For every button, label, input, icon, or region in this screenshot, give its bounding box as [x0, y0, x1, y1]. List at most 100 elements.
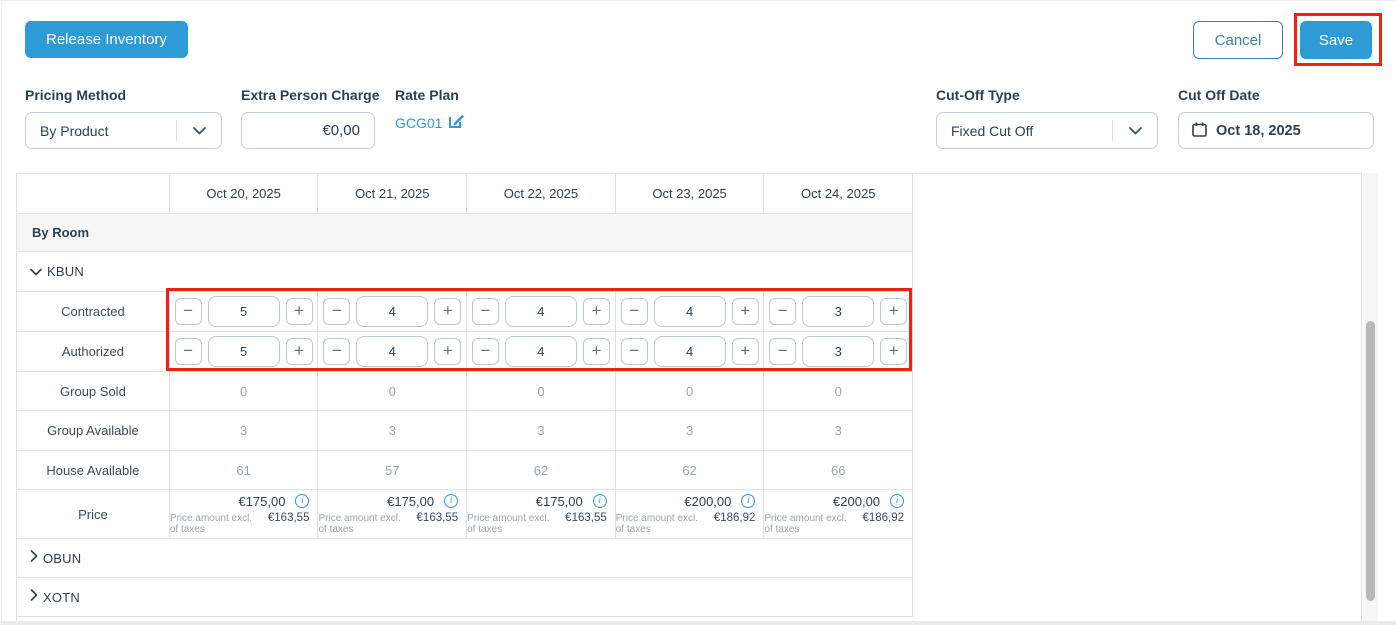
cutoff-date-field: Cut Off Date Oct 18, 2025: [1178, 87, 1374, 149]
quantity-stepper: −+: [323, 336, 462, 367]
authorized-row: Authorized−+−+−+−+−+: [17, 332, 912, 372]
vertical-scrollbar-thumb[interactable]: [1366, 321, 1375, 601]
price-amount: €200,00: [833, 493, 881, 509]
price-line: €175,00 i: [238, 494, 310, 509]
quantity-input[interactable]: [356, 296, 429, 327]
cutoff-date-picker[interactable]: Oct 18, 2025: [1178, 112, 1374, 149]
minus-button[interactable]: −: [769, 338, 797, 365]
plus-button[interactable]: +: [731, 298, 759, 325]
rate-plan-link[interactable]: GCG01: [395, 113, 465, 132]
row-label: Contracted: [61, 304, 125, 319]
room-row-kbun[interactable]: KBUN: [17, 252, 912, 292]
price-excl-label: Price amount excl. of taxes: [318, 512, 401, 535]
quantity-input[interactable]: [653, 296, 726, 327]
info-icon[interactable]: i: [890, 494, 905, 508]
row-label: Group Available: [47, 423, 139, 438]
quantity-stepper: −+: [471, 296, 610, 327]
vertical-scrollbar-track[interactable]: [1363, 173, 1378, 625]
price-excl-value: €186,92: [713, 511, 756, 524]
select-divider: [1112, 120, 1113, 141]
price-cell: €200,00 i Price amount excl. of taxes €186,…: [614, 490, 764, 538]
extra-person-charge-input[interactable]: €0,00: [241, 112, 375, 149]
section-row-by-room: By Room: [17, 214, 912, 252]
stepper-cell: −+: [168, 292, 318, 331]
chevron-right-icon: [30, 588, 38, 606]
info-icon[interactable]: i: [444, 494, 459, 508]
row-label: House Available: [46, 462, 140, 478]
minus-button[interactable]: −: [769, 298, 797, 325]
page-edge-divider: [1, 1, 2, 625]
minus-button[interactable]: −: [323, 338, 351, 365]
quantity-input[interactable]: [356, 336, 429, 367]
cutoff-type-value: Fixed Cut Off: [951, 122, 1034, 139]
plus-button[interactable]: +: [731, 338, 759, 365]
value-cell: 0: [763, 372, 912, 410]
price-excl-line: Price amount excl. of taxes €186,92: [616, 512, 756, 535]
edit-icon[interactable]: [448, 113, 465, 132]
price-excl-value: €163,55: [565, 511, 607, 524]
quantity-input[interactable]: [802, 336, 875, 367]
save-button[interactable]: Save: [1300, 21, 1372, 59]
minus-button[interactable]: −: [174, 298, 202, 325]
plus-button[interactable]: +: [880, 298, 908, 325]
value-cell: 61: [168, 451, 318, 489]
price-row: Price €175,00 i Price amount excl. of taxes…: [17, 490, 912, 539]
quantity-input[interactable]: [504, 336, 577, 367]
minus-button[interactable]: −: [174, 338, 202, 365]
plus-button[interactable]: +: [582, 298, 610, 325]
quantity-input[interactable]: [207, 336, 280, 367]
stepper-cell: −+: [168, 332, 318, 371]
value-cell: 3: [168, 411, 318, 450]
row-label: Authorized: [61, 344, 124, 359]
plus-button[interactable]: +: [285, 298, 313, 325]
plus-button[interactable]: +: [880, 338, 908, 365]
chevron-down-icon: [30, 263, 42, 281]
room-row-xotn[interactable]: XOTN: [17, 578, 912, 617]
plus-button[interactable]: +: [434, 338, 462, 365]
value-cell: 0: [466, 372, 615, 410]
chevron-down-icon: [1113, 126, 1157, 135]
plus-button[interactable]: +: [434, 298, 462, 325]
quantity-input[interactable]: [802, 296, 875, 327]
quantity-input[interactable]: [653, 336, 726, 367]
info-icon[interactable]: i: [295, 494, 310, 508]
section-label: By Room: [32, 225, 90, 240]
release-inventory-button[interactable]: Release Inventory: [25, 21, 188, 58]
minus-button[interactable]: −: [323, 298, 351, 325]
contracted-row: Contracted−+−+−+−+−+: [17, 292, 912, 332]
stepper-cell: −+: [317, 332, 466, 371]
price-excl-line: Price amount excl. of taxes €163,55: [170, 512, 310, 535]
quantity-stepper: −+: [620, 296, 759, 327]
select-divider: [176, 120, 177, 141]
value-cell: 3: [466, 411, 615, 450]
price-amount: €200,00: [684, 493, 732, 509]
pricing-method-select[interactable]: By Product: [25, 112, 222, 149]
room-row-obun[interactable]: OBUN: [17, 539, 912, 578]
value-cell: 62: [614, 451, 764, 489]
quantity-input[interactable]: [504, 296, 577, 327]
minus-button[interactable]: −: [471, 298, 499, 325]
horizontal-scrollbar-track[interactable]: [0, 621, 1396, 625]
cancel-button[interactable]: Cancel: [1193, 21, 1283, 59]
house-available-row: House Available 61 57 62 62 66: [17, 451, 912, 490]
calendar-icon: [1192, 122, 1207, 140]
row-label: Group Sold: [60, 383, 126, 399]
cutoff-type-label: Cut-Off Type: [936, 87, 1020, 103]
extra-person-charge-value: €0,00: [322, 122, 360, 139]
pricing-method-field: Pricing Method By Product: [25, 87, 222, 149]
room-name: XOTN: [43, 589, 80, 605]
plus-button[interactable]: +: [582, 338, 610, 365]
plus-button[interactable]: +: [285, 338, 313, 365]
minus-button[interactable]: −: [620, 338, 648, 365]
price-excl-label: Price amount excl. of taxes: [169, 512, 253, 535]
quantity-input[interactable]: [207, 296, 280, 327]
cutoff-type-select[interactable]: Fixed Cut Off: [936, 112, 1158, 149]
quantity-stepper: −+: [174, 296, 313, 327]
stepper-cell: −+: [317, 292, 466, 331]
info-icon[interactable]: i: [741, 494, 756, 508]
quantity-stepper: −+: [471, 336, 610, 367]
minus-button[interactable]: −: [471, 338, 499, 365]
quantity-stepper: −+: [174, 336, 313, 367]
minus-button[interactable]: −: [620, 298, 648, 325]
info-icon[interactable]: i: [592, 494, 607, 508]
